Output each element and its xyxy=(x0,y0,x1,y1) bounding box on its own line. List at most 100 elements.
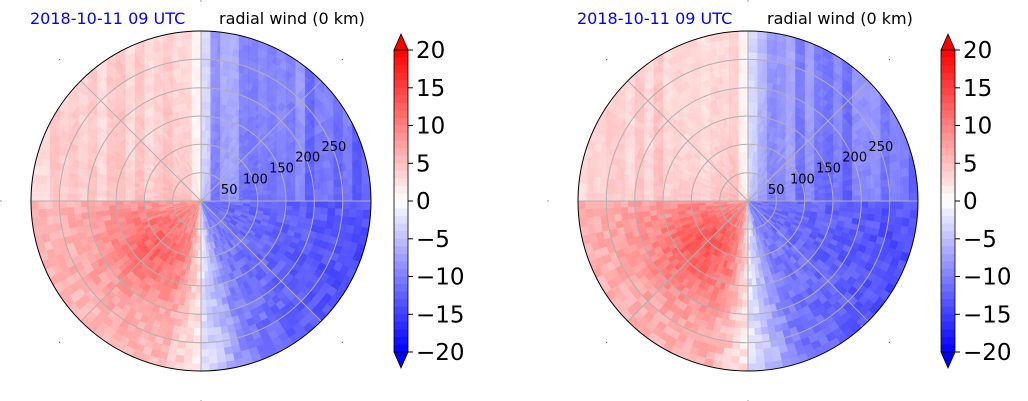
field-cell xyxy=(37,200,46,210)
field-cell xyxy=(292,200,301,207)
field-cell xyxy=(206,320,215,329)
colorbar-tick-label: −10 xyxy=(416,265,465,291)
colorbar-step xyxy=(394,268,408,277)
field-cell xyxy=(271,200,280,206)
field-cell xyxy=(180,319,189,329)
field-cell xyxy=(634,206,643,214)
angular-tick-mark xyxy=(341,59,343,61)
colorbar-step xyxy=(394,117,408,126)
field-cell xyxy=(207,327,216,336)
field-cell xyxy=(292,205,301,212)
field-cell xyxy=(195,285,202,294)
field-cell xyxy=(193,335,202,344)
field-cell xyxy=(362,209,371,220)
field-cell xyxy=(59,207,68,217)
field-cell xyxy=(592,208,601,218)
colorbar-step xyxy=(394,344,408,353)
field-cell xyxy=(66,207,75,216)
colorbar-extend-max xyxy=(393,33,409,51)
field-streak xyxy=(134,31,145,201)
field-streak xyxy=(257,31,268,201)
field-cell xyxy=(584,208,594,219)
field-cell xyxy=(634,200,643,208)
field-streak xyxy=(295,31,306,201)
colorbar-step xyxy=(394,163,408,172)
field-cell xyxy=(183,355,194,365)
field-cell xyxy=(192,271,198,280)
field-cell xyxy=(348,208,357,218)
field-cell xyxy=(191,363,202,371)
polar-frame xyxy=(30,30,372,372)
field-streak xyxy=(163,31,174,201)
field-streak xyxy=(361,31,371,201)
field-cell xyxy=(200,299,207,308)
field-streak xyxy=(248,31,259,201)
field-cell xyxy=(342,200,351,210)
field-cell xyxy=(184,298,191,308)
field-cell xyxy=(271,204,280,210)
field-cell xyxy=(200,278,206,287)
colorbar-step xyxy=(394,208,408,217)
field-cell xyxy=(320,200,329,209)
field-cell xyxy=(192,356,202,365)
panel-field-title: radial wind (0 km) xyxy=(767,9,913,28)
colorbar-step xyxy=(394,223,408,232)
field-cell xyxy=(196,278,202,287)
field-cell xyxy=(613,200,622,209)
colorbar-tick-label: 20 xyxy=(416,38,445,64)
field-cell xyxy=(341,208,350,217)
field-streak xyxy=(210,31,221,201)
colorbar-tick-label: 5 xyxy=(416,151,431,177)
field-cell xyxy=(200,327,209,336)
field-streak xyxy=(153,31,164,201)
colorbar-step xyxy=(394,201,408,209)
colorbar-step xyxy=(394,276,408,285)
angular-tick-mark xyxy=(59,59,61,61)
field-cell xyxy=(320,206,329,215)
field-cell xyxy=(200,313,208,322)
field-cell xyxy=(285,205,294,211)
field-cell xyxy=(185,341,194,350)
field-cell xyxy=(194,306,202,315)
field-streak xyxy=(276,31,287,201)
field-cell xyxy=(298,211,308,218)
field-streak xyxy=(267,31,277,201)
radial-tick-label: 150 xyxy=(269,162,294,177)
field-cell xyxy=(200,320,209,329)
angular-gridline xyxy=(80,80,202,202)
colorbar-step xyxy=(394,306,408,315)
field-streak xyxy=(68,31,79,201)
field-cell xyxy=(578,200,586,211)
field-streak xyxy=(323,31,334,201)
radial-tick-label: 50 xyxy=(221,183,238,198)
field-cell xyxy=(200,342,210,351)
field-cell xyxy=(196,264,202,273)
field-cell xyxy=(326,213,336,223)
angular-gridline xyxy=(80,200,202,322)
field-streak xyxy=(106,31,117,201)
field-cell xyxy=(193,327,202,336)
field-cell xyxy=(188,313,196,322)
colorbar-step xyxy=(394,329,408,338)
colorbar-tick-label: −5 xyxy=(416,227,450,253)
field-cell xyxy=(191,285,197,294)
field-streak xyxy=(40,31,51,201)
field-cell xyxy=(641,200,650,207)
field-cell xyxy=(190,292,197,301)
colorbar-step xyxy=(394,178,408,187)
panel-right: 2018-10-11 09 UTC radial wind (0 km) 501… xyxy=(547,0,1012,401)
field-cell xyxy=(196,271,202,280)
colorbar-step xyxy=(394,321,408,330)
angular-tick-mark xyxy=(341,341,343,343)
colorbar-tick-label: 0 xyxy=(416,189,431,215)
field-cell xyxy=(192,342,202,351)
field-cell xyxy=(606,207,615,217)
field-cell xyxy=(108,200,117,207)
field-cell xyxy=(313,200,322,208)
field-cell xyxy=(627,206,636,214)
field-streak xyxy=(286,31,296,201)
field-cell xyxy=(185,334,195,343)
field-cell xyxy=(278,204,287,211)
